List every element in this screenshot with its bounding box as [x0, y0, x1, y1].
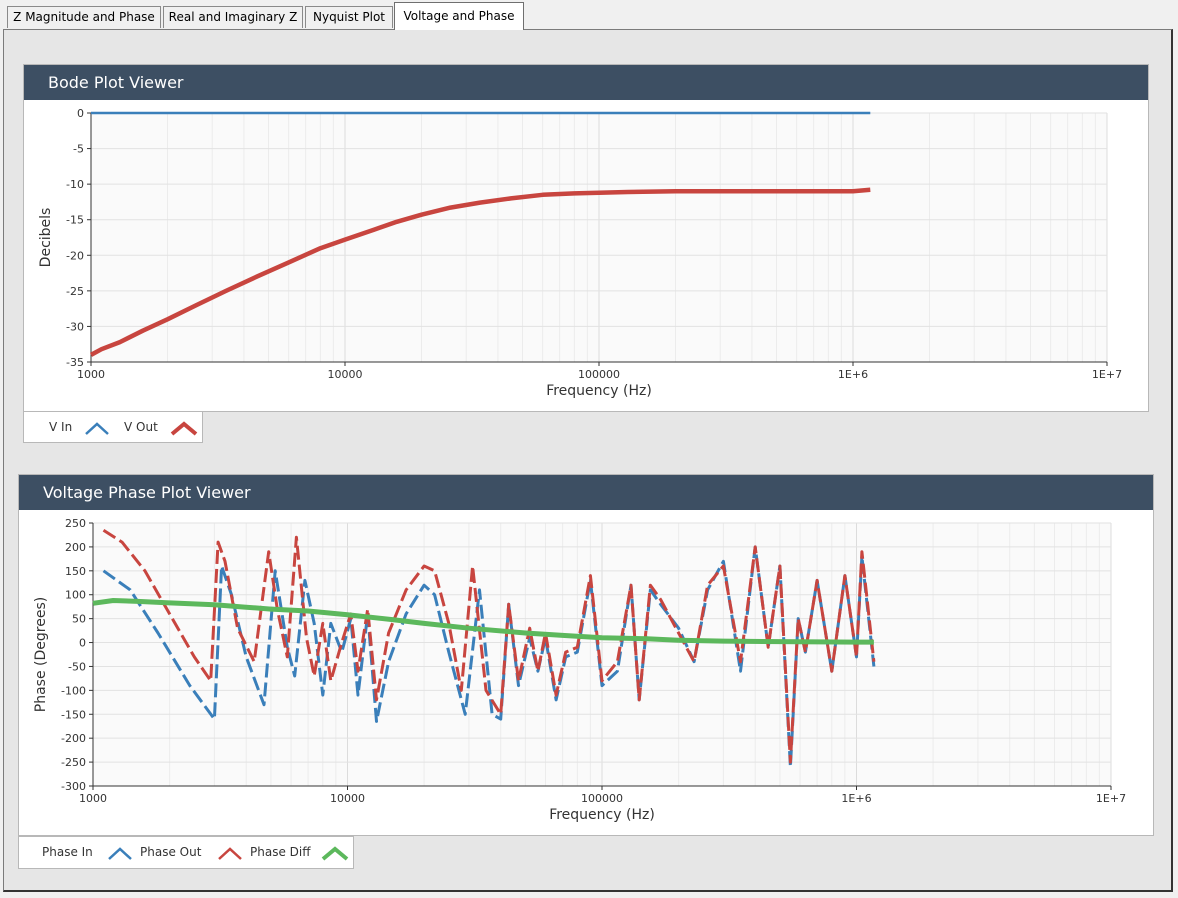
phase-y-tick-label: 150 [65, 565, 86, 578]
legend-label-v-in: V In [49, 420, 73, 434]
phase-y-axis-label: Phase (Degrees) [33, 597, 49, 712]
bode-y-tick-label: -35 [66, 356, 84, 369]
legend-swatch-phase-out-icon [218, 847, 242, 860]
phase-y-tick-label: -250 [61, 756, 86, 769]
phase-series-phase-out [102, 528, 876, 764]
phase-series-phase-diff [92, 598, 874, 645]
phase-y-tick-label: 0 [79, 637, 86, 650]
phase-y-tick-label: -200 [61, 732, 86, 745]
phase-series-phase-in [102, 545, 876, 769]
bode-y-tick-label: 0 [77, 107, 84, 120]
phase-y-tick-label: 50 [72, 613, 86, 626]
tab-real-and-imaginary-z[interactable]: Real and Imaginary Z [163, 6, 303, 28]
phase-x-tick-label: 1E+6 [841, 792, 871, 805]
phase-x-tick-label: 1000 [79, 792, 107, 805]
legend-label-phase-diff: Phase Diff [250, 845, 311, 859]
bode-x-tick-label: 1E+7 [1092, 368, 1122, 381]
legend-swatch-v-in-icon [85, 422, 109, 435]
legend-swatch-phase-diff-icon [321, 846, 349, 861]
phase-y-tick-label: 250 [65, 517, 86, 530]
bode-series-v-out [89, 187, 871, 357]
phase-chart: 250200150100500-50-100-150-200-250-30010… [33, 517, 1126, 823]
phase-y-tick-label: 100 [65, 589, 86, 602]
phase-y-tick-label: -50 [68, 660, 86, 673]
phase-x-axis-label: Frequency (Hz) [549, 807, 655, 823]
bode-y-tick-label: -30 [66, 320, 84, 333]
phase-y-tick-label: 200 [65, 541, 86, 554]
legend-label-phase-in: Phase In [42, 845, 93, 859]
phase-x-tick-label: 100000 [581, 792, 623, 805]
bode-x-axis-label: Frequency (Hz) [546, 383, 652, 399]
bode-y-tick-label: -10 [66, 178, 84, 191]
tab-z-magnitude-and-phase[interactable]: Z Magnitude and Phase [7, 6, 161, 28]
bode-x-tick-label: 1000 [77, 368, 105, 381]
bode-x-tick-label: 10000 [328, 368, 363, 381]
bode-y-tick-label: -25 [66, 285, 84, 298]
bode-plot-panel: Bode Plot Viewer 0 -5 -10 -15 -20 -25 -30 -35 10… [23, 64, 1149, 412]
phase-panel-title: Voltage Phase Plot Viewer [19, 475, 1153, 510]
tab-bar: Z Magnitude and Phase Real and Imaginary… [0, 0, 1178, 30]
bode-y-tick-label: -20 [66, 249, 84, 262]
phase-y-tick-label: -300 [61, 780, 86, 793]
legend-swatch-v-out-icon [170, 421, 198, 436]
tab-voltage-and-phase[interactable]: Voltage and Phase [394, 2, 524, 30]
bode-panel-title: Bode Plot Viewer [24, 65, 1148, 100]
phase-x-tick-label: 1E+7 [1096, 792, 1126, 805]
tab-nyquist-plot[interactable]: Nyquist Plot [305, 6, 393, 28]
legend-label-v-out: V Out [124, 420, 158, 434]
bode-y-tick-label: -15 [66, 214, 84, 227]
phase-y-tick-label: -100 [61, 684, 86, 697]
phase-plot-panel: Voltage Phase Plot Viewer 250 200 150 100 50… [18, 474, 1154, 836]
bode-y-axis-label: Decibels [38, 208, 54, 268]
bode-y-tick-label: -5 [73, 143, 84, 156]
legend-label-phase-out: Phase Out [140, 845, 202, 859]
phase-legend: Phase In Phase Out Phase Diff [18, 836, 354, 869]
bode-legend: V In V Out [23, 411, 203, 443]
phase-x-tick-label: 10000 [330, 792, 365, 805]
bode-x-tick-label: 1E+6 [838, 368, 868, 381]
bode-x-tick-label: 100000 [578, 368, 620, 381]
phase-y-tick-label: -150 [61, 708, 86, 721]
legend-swatch-phase-in-icon [108, 847, 132, 860]
